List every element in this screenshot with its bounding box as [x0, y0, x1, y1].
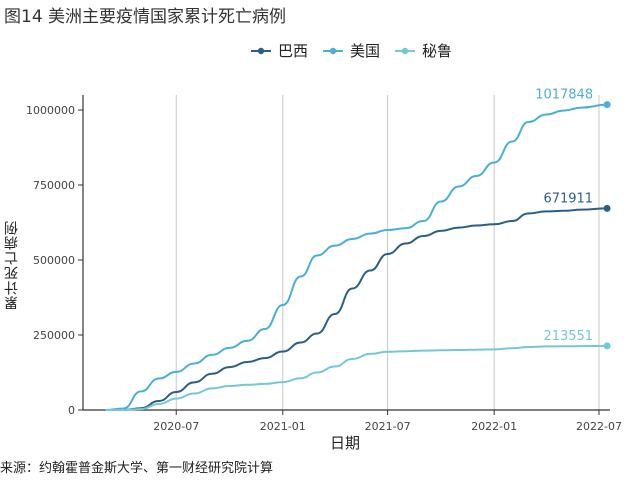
figure-title: 图14 美洲主要疫情国家累计死亡病例: [4, 7, 287, 27]
x-tick-label: 2021-01: [260, 420, 306, 433]
legend-item-usa: 美国: [322, 40, 380, 61]
chart-legend: 巴西 美国 秘鲁: [250, 40, 452, 61]
series-end-label-1: 1017848: [535, 88, 593, 103]
legend-item-brazil: 巴西: [250, 40, 308, 61]
series-end-label-0: 671911: [543, 191, 593, 206]
x-axis-title: 日期: [330, 434, 361, 452]
y-tick-label: 750000: [33, 179, 75, 192]
x-tick-label: 2021-07: [365, 420, 411, 433]
y-tick-label: 1000000: [26, 104, 75, 117]
series-endpoint-0: [603, 204, 611, 212]
legend-label-peru: 秘鲁: [422, 42, 453, 60]
legend-key-peru-icon: [395, 47, 416, 54]
grid-layer: [175, 95, 600, 410]
label-layer: 671911 1017848 213551: [535, 88, 593, 344]
legend-key-usa-icon: [323, 47, 344, 54]
source-note: 来源：约翰霍普金斯大学、第一财经研究院计算: [0, 461, 274, 476]
x-tick-label: 2020-07: [153, 420, 199, 433]
y-axis-title: 累计死亡病例: [4, 220, 20, 310]
y-tick-label: 0: [68, 404, 75, 417]
series-line-2: [105, 344, 608, 411]
series-endpoint-2: [603, 342, 611, 350]
x-tick-label: 2022-01: [471, 420, 517, 433]
legend-item-peru: 秘鲁: [394, 40, 452, 61]
axis-layer: 2020-07 2021-01 2021-07 2022-01 2022-07 0 2500…: [26, 95, 622, 433]
x-tick-label: 2022-07: [576, 420, 622, 433]
series-end-label-2: 213551: [543, 329, 593, 344]
legend-label-usa: 美国: [350, 42, 381, 60]
series-line-0: [105, 207, 608, 411]
y-tick-label: 500000: [33, 254, 75, 267]
y-tick-label: 250000: [33, 329, 75, 342]
series-endpoint-1: [603, 101, 611, 109]
series-line-1: [105, 103, 608, 411]
legend-label-brazil: 巴西: [278, 42, 309, 60]
series-layer: [105, 101, 611, 411]
legend-key-brazil-icon: [251, 47, 271, 54]
